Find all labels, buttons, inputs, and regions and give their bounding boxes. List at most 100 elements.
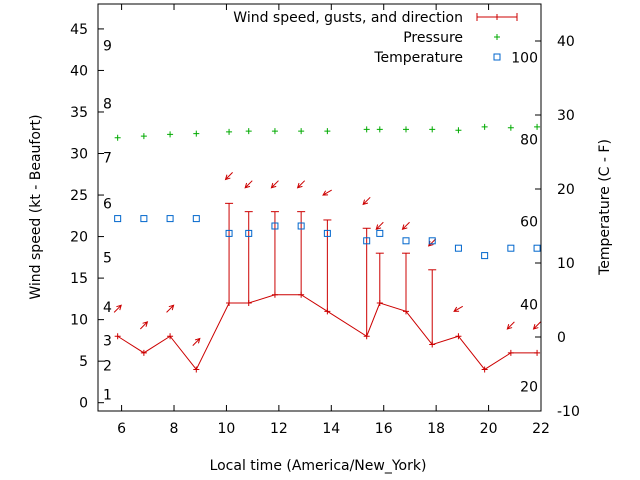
pressure-point: [507, 124, 514, 131]
wind-direction-arrow: [375, 221, 384, 231]
temperature-point: [533, 244, 541, 252]
x-tick-label: 16: [375, 421, 393, 437]
y-axis-label: Wind speed (kt - Beaufort): [28, 114, 44, 299]
pressure-point: [363, 126, 370, 133]
pressure-point: [403, 126, 410, 133]
beaufort-label: 2: [103, 358, 112, 374]
x-axis-label: Local time (America/New_York): [210, 458, 427, 474]
fahrenheit-label: 20: [520, 380, 538, 396]
wind-direction-arrow: [192, 337, 201, 346]
legend-swatch: [476, 13, 518, 21]
fahrenheit-label: 60: [520, 215, 538, 231]
legend-label: Wind speed, gusts, and direction: [233, 10, 463, 26]
temperature-point: [297, 222, 305, 230]
beaufort-label: 5: [103, 250, 112, 266]
wind-speed-point: [271, 291, 278, 298]
temperature-point: [271, 222, 279, 230]
wind-speed-point: [324, 308, 331, 315]
wind-direction-arrow: [532, 321, 541, 330]
x-tick-label: 22: [532, 421, 550, 437]
x-tick-label: 10: [218, 421, 236, 437]
wind-direction-arrow: [322, 189, 332, 196]
temperature-point: [323, 229, 331, 237]
beaufort-label: 9: [103, 39, 112, 55]
pressure-point: [167, 131, 174, 138]
pressure-point: [324, 128, 331, 135]
wind-direction-arrow: [139, 321, 149, 330]
pressure-point: [298, 128, 305, 135]
wind-speed-point: [376, 300, 383, 307]
pressure-point: [271, 128, 278, 135]
y-tick-label: 0: [79, 396, 88, 412]
temperature-point: [114, 215, 122, 223]
y-tick-label: 25: [70, 188, 88, 204]
y-tick-label: 40: [70, 63, 88, 79]
x-tick-label: 14: [322, 421, 340, 437]
wind-direction-arrow: [296, 180, 306, 189]
beaufort-label: 8: [103, 97, 112, 113]
temperature-point: [376, 229, 384, 237]
wind-speed-point: [403, 308, 410, 315]
wind-speed-point: [363, 333, 370, 340]
beaufort-label: 6: [103, 196, 112, 212]
beaufort-label: 3: [103, 333, 112, 349]
wind-direction-arrow: [270, 180, 279, 189]
legend-label: Pressure: [403, 30, 463, 46]
wind-speed-point: [507, 349, 514, 356]
fahrenheit-label: 80: [520, 132, 538, 148]
wind-direction-arrow: [113, 304, 122, 313]
beaufort-label: 4: [103, 300, 112, 316]
wind-speed-point: [429, 341, 436, 348]
wind-direction-arrow: [224, 172, 233, 181]
wind-speed-point: [298, 291, 305, 298]
y2-tick-label: 20: [557, 182, 575, 198]
temperature-point: [245, 229, 253, 237]
pressure-point: [429, 126, 436, 133]
plot-frame: [97, 3, 542, 412]
wind-speed-point: [167, 333, 174, 340]
axes: 6 8 10 12 14 16 18 20 22051015202530354045-10010…: [70, 3, 580, 437]
x-tick-label: 18: [427, 421, 445, 437]
temperature-point: [402, 237, 410, 245]
beaufort-label: 7: [103, 151, 112, 167]
y2-tick-label: 10: [557, 256, 575, 272]
wind-speed-point: [455, 333, 462, 340]
beaufort-label: 1: [103, 387, 112, 403]
temperature-point: [166, 215, 174, 223]
series-layer: [113, 123, 541, 373]
wind-direction-arrow: [506, 321, 515, 330]
y2-tick-label: 30: [557, 108, 575, 124]
y-tick-label: 30: [70, 147, 88, 163]
y-tick-label: 20: [70, 230, 88, 246]
y2-axis-label: Temperature (C - F): [597, 139, 613, 276]
wind-speed-point: [534, 349, 541, 356]
legend: Wind speed, gusts, and direction Pressure…: [233, 10, 518, 66]
temperature-point: [363, 237, 371, 245]
pressure-point: [245, 128, 252, 135]
wind-speed-point: [245, 300, 252, 307]
wind-direction-arrow: [427, 238, 437, 247]
y2-tick-label: 0: [557, 330, 566, 346]
pressure-point: [376, 126, 383, 133]
x-tick-label: 12: [270, 421, 288, 437]
wind-speed-point: [114, 333, 121, 340]
y-tick-label: 10: [70, 313, 88, 329]
y-tick-label: 35: [70, 105, 88, 121]
y-tick-label: 45: [70, 22, 88, 38]
pressure-point: [226, 128, 233, 135]
legend-swatch: [494, 34, 500, 40]
y-tick-label: 15: [70, 271, 88, 287]
fahrenheit-label: 100: [511, 50, 538, 66]
wind-direction-arrow: [401, 221, 410, 231]
wind-speed-point: [140, 349, 147, 356]
wind-direction-arrow: [166, 304, 175, 313]
temperature-point: [481, 252, 489, 260]
wind-speed-point: [226, 300, 233, 307]
legend-swatch: [493, 53, 501, 61]
temperature-point: [507, 244, 515, 252]
temperature-point: [428, 237, 436, 245]
pressure-point: [481, 123, 488, 130]
wind-speed-point: [193, 366, 200, 373]
x-tick-label: 6: [117, 421, 126, 437]
